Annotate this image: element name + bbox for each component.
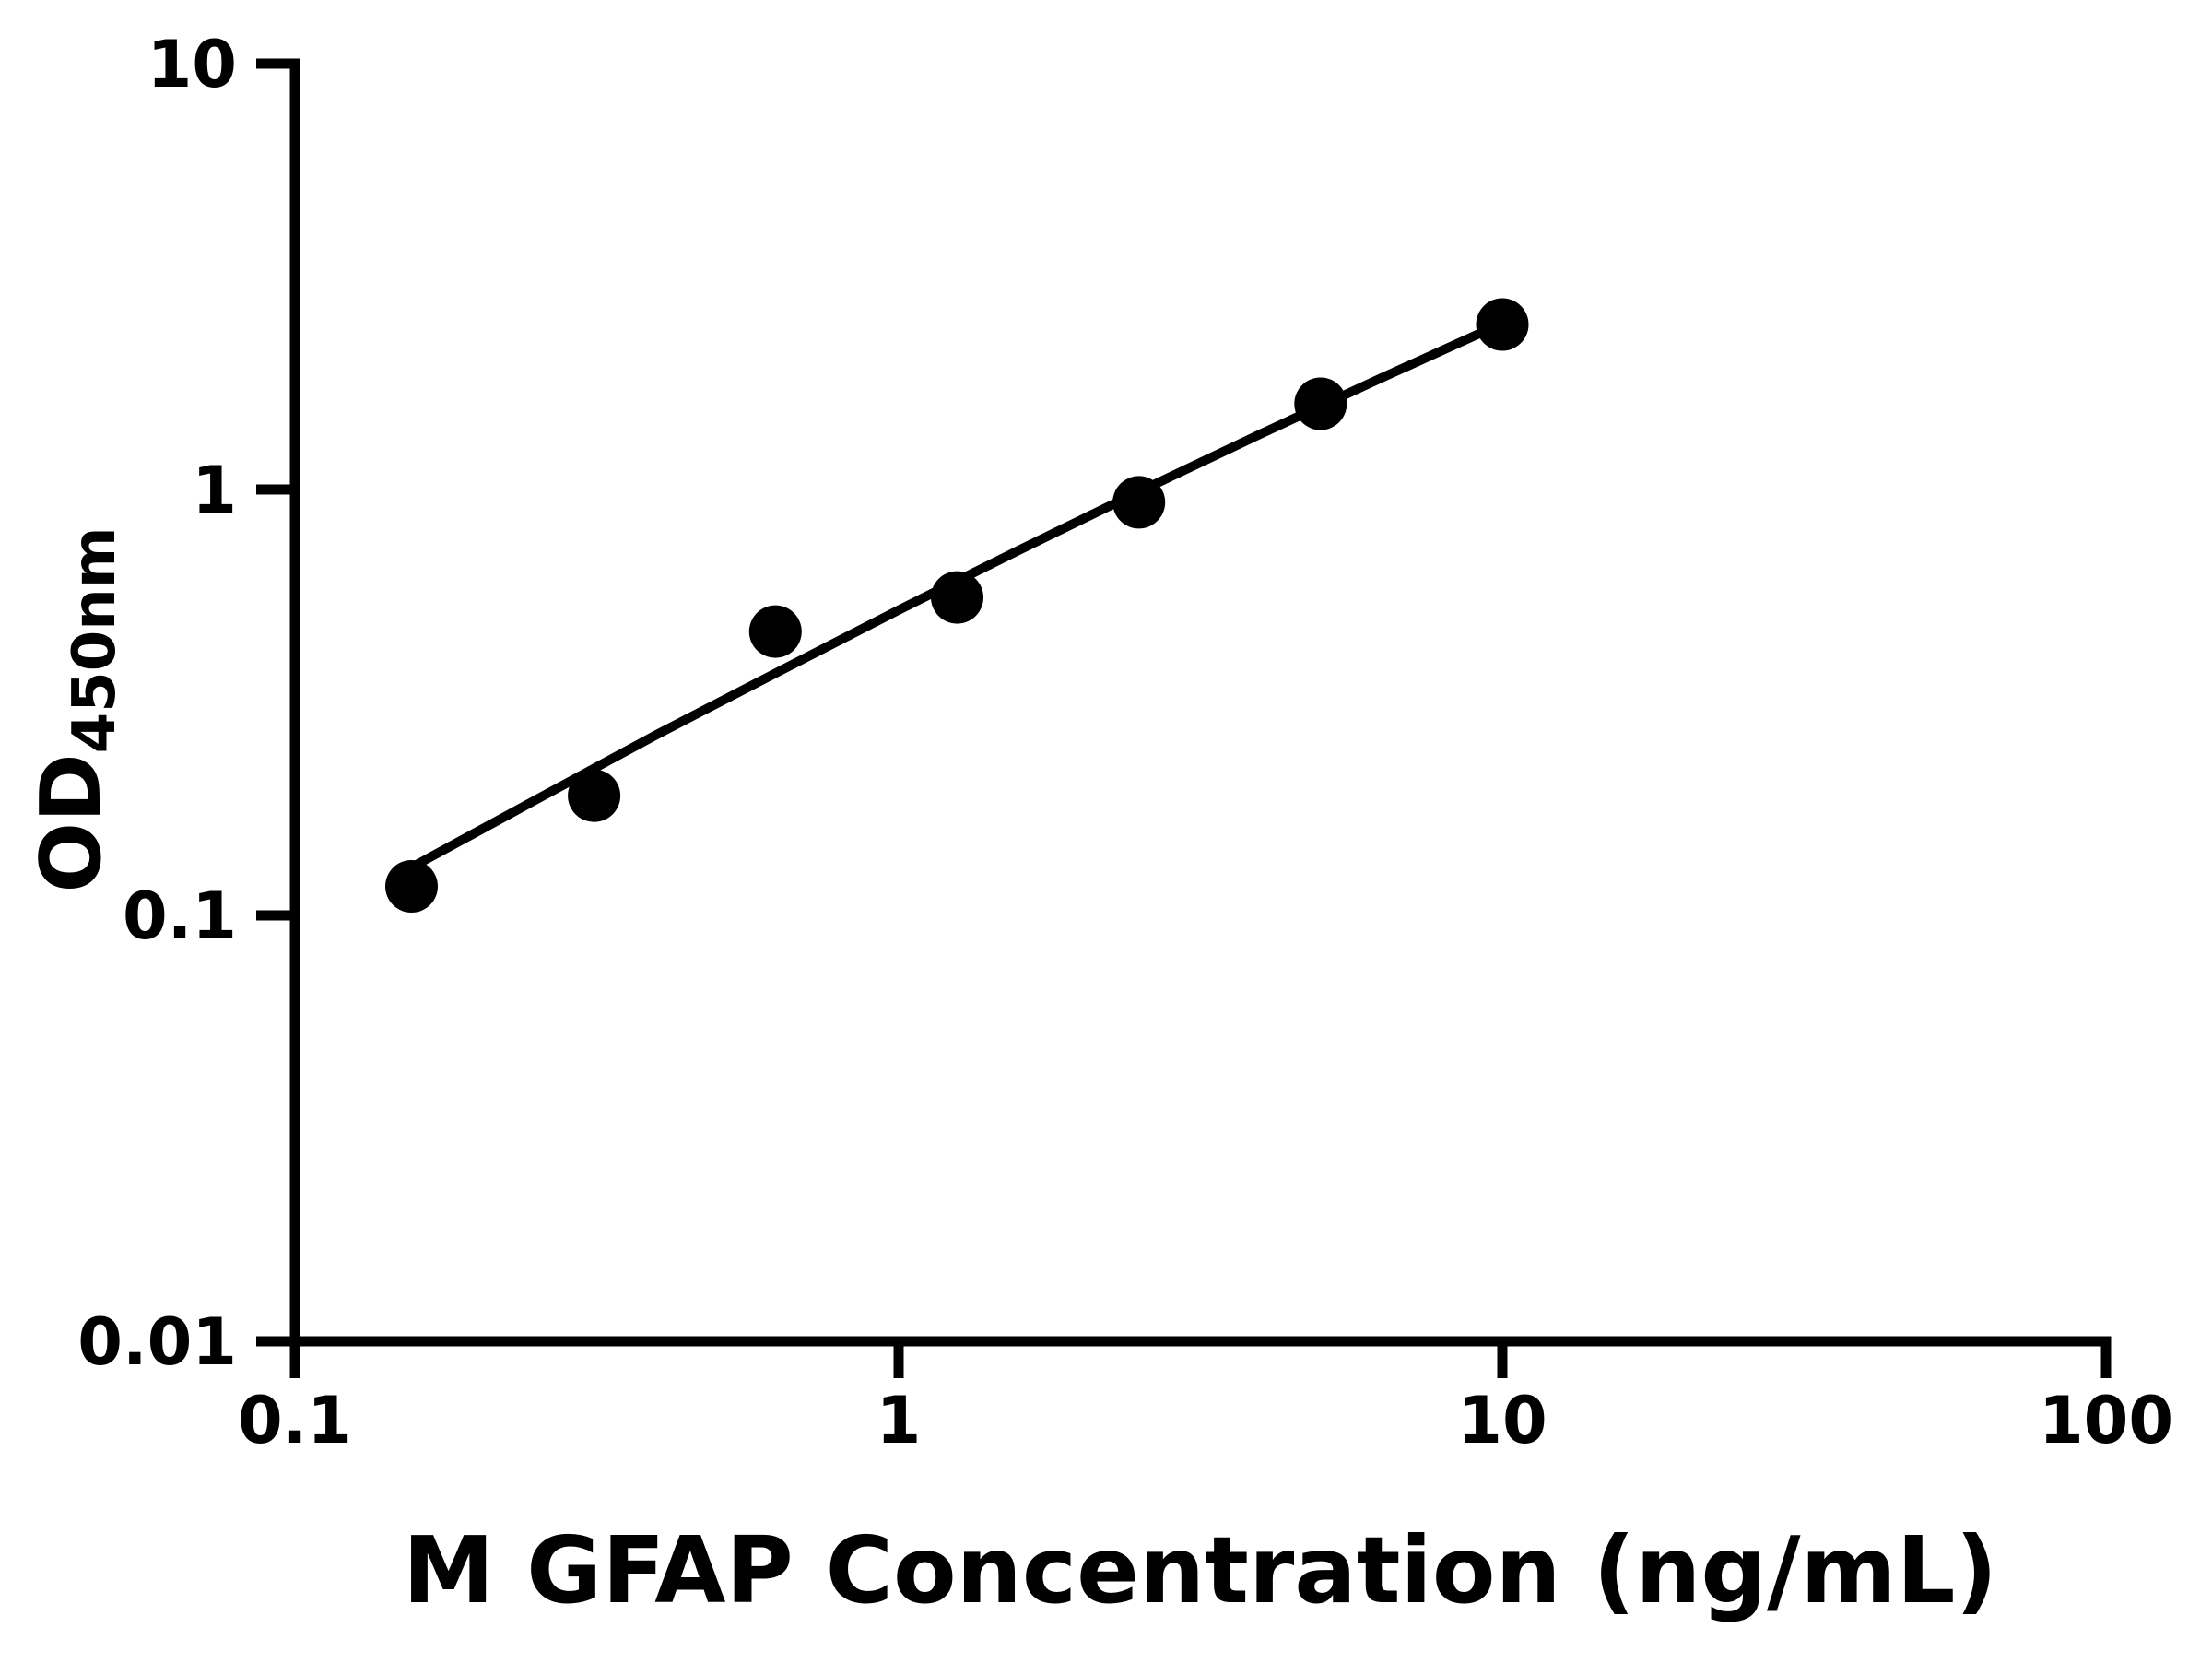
data-point [1294, 377, 1347, 430]
data-point [1112, 476, 1166, 529]
x-tick-label: 0.1 [238, 1383, 352, 1458]
data-point [931, 571, 983, 624]
data-point [385, 860, 438, 913]
x-tick-label: 100 [2039, 1383, 2173, 1458]
x-axis-title: M GFAP Concentration (ng/mL) [403, 1516, 1997, 1624]
x-tick-label: 1 [877, 1383, 922, 1458]
y-axis-title-main: OD [23, 753, 120, 892]
y-axis-title-subscript: 450nm [61, 526, 129, 753]
y-tick-label: 0.1 [123, 879, 237, 954]
y-axis-title: OD450nm [23, 526, 129, 892]
x-tick-label: 10 [1457, 1383, 1547, 1458]
data-point [1476, 298, 1529, 351]
y-tick-label: 0.01 [77, 1304, 237, 1380]
data-point [568, 769, 621, 822]
data-points-layer [385, 298, 1529, 913]
y-tick-label: 10 [147, 27, 237, 102]
y-tick-label: 1 [192, 453, 237, 528]
data-point [748, 605, 802, 658]
